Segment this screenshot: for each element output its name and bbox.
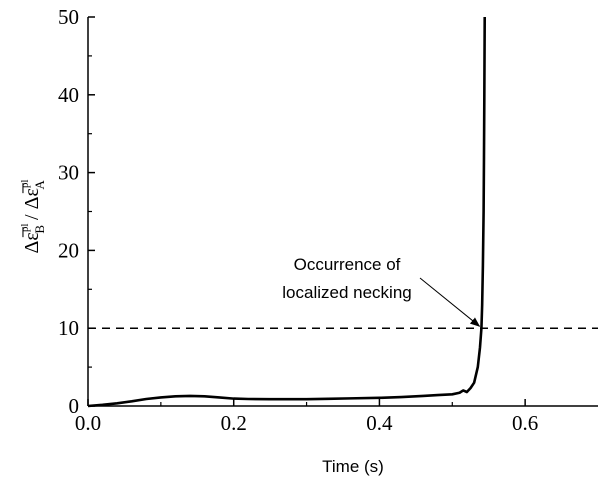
ylabel-num: Δε̅ xyxy=(21,226,43,253)
annotation-line-1: Occurrence of xyxy=(294,255,401,274)
x-tick-label: 0.4 xyxy=(366,411,393,435)
ylabel-num-sup: pl xyxy=(19,224,31,233)
annotation-arrow xyxy=(419,277,481,327)
ylabel-num-sub: B xyxy=(32,225,47,234)
x-tick-label: 0.6 xyxy=(512,411,538,435)
y-tick-label: 10 xyxy=(58,316,79,340)
y-axis-label: Δε̅plB / Δε̅plA xyxy=(19,180,47,254)
y-tick-label: 50 xyxy=(58,5,79,29)
axes xyxy=(87,17,598,407)
y-tick-label: 20 xyxy=(58,238,79,262)
annotation: Occurrence of localized necking xyxy=(282,255,481,327)
ylabel-den: Δε̅ xyxy=(21,182,43,209)
x-axis-label: Time (s) xyxy=(322,457,384,476)
ylabel-den-sup: pl xyxy=(19,180,31,189)
annotation-line-2: localized necking xyxy=(282,283,411,302)
series-line xyxy=(87,16,487,408)
x-tick-label: 0.2 xyxy=(221,411,247,435)
y-tick-label: 0 xyxy=(69,394,80,418)
x-tick-label: 0.0 xyxy=(75,411,101,435)
ylabel-slash: / xyxy=(21,209,43,225)
y-tick-label: 40 xyxy=(58,83,79,107)
y-tick-label: 30 xyxy=(58,161,79,185)
ticks: 0 10 20 30 40 50 0.0 0.2 0.4 0.6 xyxy=(58,5,538,435)
ylabel-den-sub: A xyxy=(32,180,47,190)
